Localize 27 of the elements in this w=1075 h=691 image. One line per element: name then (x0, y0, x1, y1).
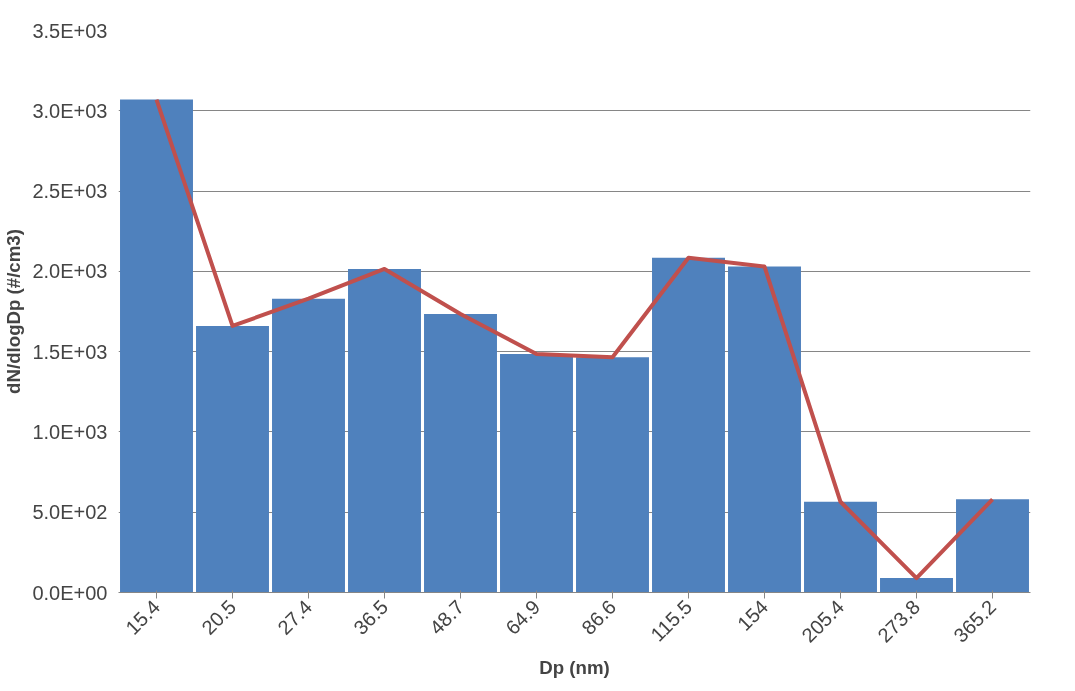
y-tick-label: 3.0E+03 (32, 99, 108, 122)
y-tick-label: 5.0E+02 (32, 501, 108, 524)
bar (652, 257, 725, 593)
bar (804, 501, 877, 593)
y-tick-label: 3.5E+03 (32, 19, 108, 42)
x-axis-title: Dp (nm) (539, 656, 610, 678)
bar (728, 266, 801, 593)
x-tick-label: 64.9 (501, 595, 545, 639)
y-tick-label: 2.0E+03 (32, 260, 108, 283)
bar (880, 578, 953, 593)
bar (576, 357, 649, 593)
x-tick-label: 36.5 (349, 595, 393, 639)
y-tick-label: 1.5E+03 (32, 340, 108, 363)
bar (120, 99, 193, 593)
y-tick-label: 2.5E+03 (32, 180, 108, 203)
bar (272, 298, 345, 593)
y-tick-label: 0.0E+00 (32, 581, 108, 604)
bar (956, 499, 1029, 593)
x-tick-label: 86.6 (577, 595, 621, 639)
bar (424, 313, 497, 593)
x-tick-label: 154 (733, 595, 773, 635)
y-tick-label: 1.0E+03 (32, 420, 108, 443)
bar (196, 325, 269, 593)
bar (348, 268, 421, 593)
bar (500, 354, 573, 593)
y-axis-title: dN/dlogDp (#/cm3) (3, 229, 25, 394)
line-series (154, 97, 995, 581)
